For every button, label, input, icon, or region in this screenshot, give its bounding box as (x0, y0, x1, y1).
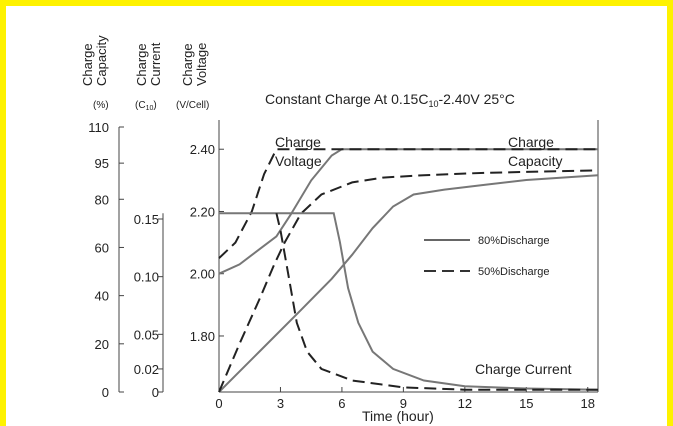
voltage-tick-label: 2.00 (190, 267, 215, 282)
current-tick-label: 0.10 (134, 270, 159, 285)
axes (118, 120, 599, 393)
annotations: Charge Voltage Charge Capacity Charge Cu… (275, 134, 572, 377)
capacity-tick-label: 80 (95, 192, 109, 207)
annotation-charge-capacity-line1: Charge (508, 134, 554, 150)
capacity-tick-label: 20 (95, 337, 109, 352)
current-tick-label: 0.02 (134, 362, 159, 377)
voltage-tick-label: 2.20 (190, 204, 215, 219)
legend: 80%Discharge 50%Discharge (424, 235, 550, 278)
series-current-50 (275, 212, 598, 391)
legend-label-80: 80%Discharge (478, 235, 550, 247)
capacity-tick-label: 60 (95, 240, 109, 255)
series-current-80 (219, 212, 599, 391)
capacity-tick-label: 95 (95, 156, 109, 171)
capacity-tick-label: 40 (95, 289, 109, 304)
current-tick-label: 0.15 (134, 212, 159, 227)
x-tick-label: 3 (277, 396, 284, 411)
x-tick-label: 12 (458, 396, 472, 411)
svg-text:(V/Cell): (V/Cell) (176, 100, 209, 111)
svg-text:(C10): (C10) (135, 100, 157, 112)
svg-text:Charge: Charge (180, 43, 195, 86)
current-axis-header: Charge Current (C10) (134, 42, 163, 112)
annotation-charge-current: Charge Current (475, 361, 572, 377)
svg-text:Voltage: Voltage (194, 43, 209, 86)
legend-label-50: 50%Discharge (478, 266, 550, 278)
series-voltage-50 (218, 148, 598, 259)
x-tick-label: 18 (581, 396, 595, 411)
annotation-charge-capacity-line2: Capacity (508, 153, 562, 169)
svg-text:Charge: Charge (80, 43, 95, 86)
voltage-tick-label: 1.80 (190, 329, 215, 344)
capacity-axis-header: Charge Capacity (%) (80, 35, 109, 111)
voltage-axis-header: Charge Voltage (V/Cell) (176, 43, 209, 111)
voltage-tick-label: 2.40 (190, 142, 215, 157)
annotation-charge-voltage-line2: Voltage (275, 153, 322, 169)
annotation-charge-voltage-line1: Charge (275, 134, 321, 150)
x-tick-label: 15 (519, 396, 533, 411)
x-axis-title: Time (hour) (362, 408, 434, 424)
series-capacity-50 (218, 169, 599, 393)
svg-text:Charge: Charge (134, 43, 149, 86)
x-tick-label: 9 (400, 396, 407, 411)
svg-text:Current: Current (148, 42, 163, 86)
tick-labels: 110958060402000.150.100.050.0202.402.202… (88, 120, 595, 411)
x-tick-label: 0 (215, 396, 222, 411)
capacity-tick-label: 0 (102, 385, 109, 400)
current-tick-label: 0.05 (134, 327, 159, 342)
series-capacity-80 (218, 174, 599, 393)
svg-text:Capacity: Capacity (94, 35, 109, 86)
capacity-tick-label: 110 (88, 120, 109, 135)
x-tick-label: 6 (338, 396, 345, 411)
data-series (218, 148, 599, 393)
svg-text:(%): (%) (93, 100, 109, 111)
series-voltage-80 (218, 148, 598, 275)
chart-title: Constant Charge At 0.15C10-2.40V 25°C (265, 91, 515, 109)
current-tick-label: 0 (152, 385, 159, 400)
